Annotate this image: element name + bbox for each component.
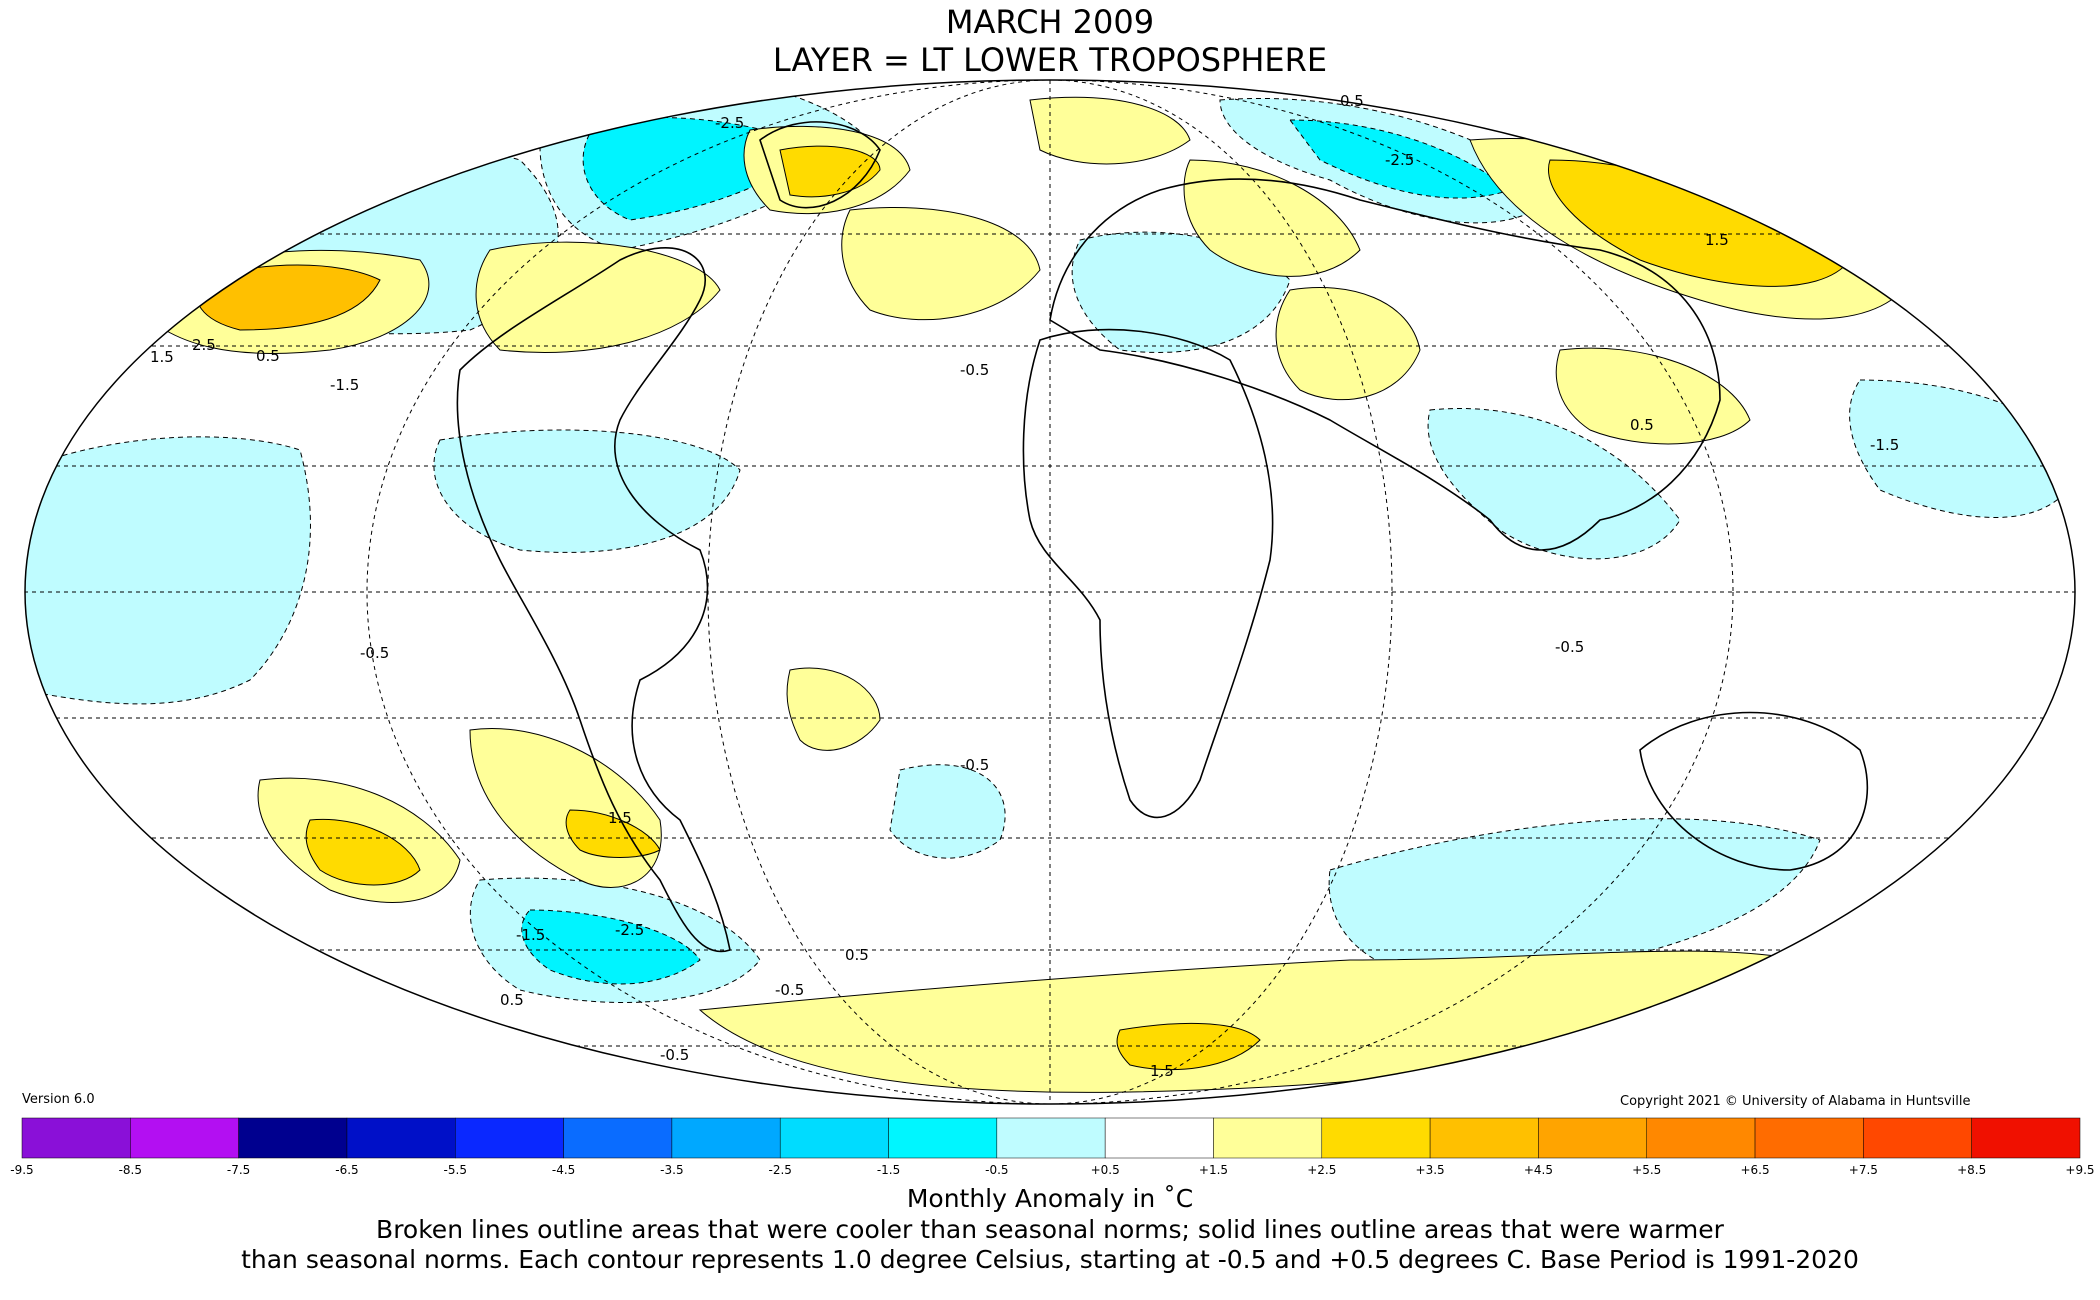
colorbar-tick-label: -3.5: [660, 1163, 683, 1177]
colorbar-tick-label: +2.5: [1307, 1163, 1336, 1177]
warm-region-central-asia: [1275, 287, 1421, 401]
coastlines: [456, 121, 1869, 953]
footer-line-1: Broken lines outline areas that were coo…: [376, 1215, 1724, 1244]
version-label: Version 6.0: [22, 1092, 95, 1107]
warm-region-atlantic-north: [475, 241, 721, 353]
contour-label: -1.5: [1870, 436, 1899, 454]
colorbar-swatch: [21, 1117, 131, 1159]
contour-label: -0.5: [775, 981, 804, 999]
colorbar-swatch: [671, 1117, 781, 1159]
contour-label: -0.5: [660, 1046, 689, 1064]
colorbar-swatch: [888, 1117, 998, 1159]
colorbar-ticks: -9.5 -8.5 -7.5 -6.5 -5.5 -4.5 -3.5 -2.5 -1.5 -0.5…: [10, 1163, 2094, 1177]
colorbar-swatch: [1971, 1117, 2081, 1159]
colorbar-tick-label: -9.5: [10, 1163, 33, 1177]
colorbar-tick-label: +8.5: [1957, 1163, 1986, 1177]
contour-label: -0.5: [960, 756, 989, 774]
warm-core-south-pacific: [305, 818, 421, 886]
colorbar-swatch: [1213, 1117, 1323, 1159]
colorbar-swatch: [1321, 1117, 1431, 1159]
warm-region-europe-north: [1029, 96, 1191, 165]
cool-region-atlantic-mid: [433, 429, 741, 553]
contour-label: 0.5: [1630, 416, 1654, 434]
contour-label: 0.5: [256, 347, 280, 365]
cool-region-pacific: [25, 436, 311, 705]
colorbar-title: Monthly Anomaly in ˚C: [906, 1184, 1194, 1213]
colorbar-tick-label: -1.5: [877, 1163, 900, 1177]
contour-label: -0.5: [360, 644, 389, 662]
cool-region-south-atlantic: [889, 764, 1006, 859]
colorbar-swatch: [238, 1117, 348, 1159]
colorbar-swatch: [130, 1117, 239, 1159]
map-title: MARCH 2009: [945, 3, 1155, 41]
colorbar-tick-label: -2.5: [768, 1163, 791, 1177]
map-border: [24, 79, 2076, 1105]
colorbar-swatch: [563, 1117, 673, 1159]
contour-label: -2.5: [715, 114, 744, 132]
colorbar-tick-label: +9.5: [2065, 1163, 2094, 1177]
warm-core-pacific-north: [195, 264, 381, 331]
contour-label: 1.5: [608, 809, 632, 827]
colorbar-tick-label: +3.5: [1416, 1163, 1445, 1177]
colorbar-swatch: [346, 1117, 456, 1159]
colorbar-tick-label: -6.5: [335, 1163, 358, 1177]
cool-region-indian-ocean: [1328, 818, 1821, 982]
cool-core-south-pacific: [521, 909, 701, 985]
contour-label: 0.5: [500, 991, 524, 1009]
colorbar-swatch: [1863, 1117, 1972, 1159]
contour-label: 0.5: [845, 946, 869, 964]
contour-label: -0.5: [1555, 638, 1584, 656]
colorbar-tick-label: -4.5: [552, 1163, 575, 1177]
warm-region-scandinavia: [1183, 159, 1361, 277]
warm-region-east-asia: [1555, 347, 1751, 445]
contour-label: 1.5: [150, 348, 174, 366]
colorbar-tick-label: -5.5: [444, 1163, 467, 1177]
colorbar-tick-label: -0.5: [985, 1163, 1008, 1177]
colorbar-swatch: [455, 1117, 564, 1159]
warm-region-brazil: [786, 667, 881, 751]
colorbar-tick-label: +1.5: [1199, 1163, 1228, 1177]
colorbar-tick-label: +7.5: [1849, 1163, 1878, 1177]
map-subtitle: LAYER = LT LOWER TROPOSPHERE: [772, 41, 1328, 79]
warm-core-antarctic: [1116, 1022, 1261, 1071]
colorbar-tick-label: -8.5: [119, 1163, 142, 1177]
colorbar-swatches: [21, 1117, 2081, 1159]
contour-label: 1.5: [1150, 1062, 1174, 1080]
contour-label: -1.5: [516, 926, 545, 944]
colorbar-tick-label: +0.5: [1091, 1163, 1120, 1177]
colorbar-tick-label: +4.5: [1524, 1163, 1553, 1177]
colorbar-swatch: [779, 1117, 889, 1159]
colorbar-swatch: [1429, 1117, 1539, 1159]
copyright-label: Copyright 2021 © University of Alabama i…: [1620, 1094, 1971, 1109]
contour-label-group: 0.5 -0.5 -1.5 -2.5 1.5 2.5 0.5 -0.5 -1.5…: [150, 92, 1899, 1080]
colorbar-swatch: [1538, 1117, 1647, 1159]
colorbar-tick-label: +6.5: [1740, 1163, 1769, 1177]
colorbar-swatch: [1646, 1117, 1756, 1159]
contour-label: -2.5: [615, 921, 644, 939]
footer-line-2: than seasonal norms. Each contour repres…: [241, 1245, 1859, 1274]
warm-region-atlantic-east: [841, 207, 1041, 321]
colorbar-swatch: [1104, 1117, 1214, 1159]
contour-label: -1.5: [330, 376, 359, 394]
contour-label: 2.5: [192, 336, 216, 354]
warm-core-greenland: [779, 145, 881, 198]
colorbar-tick-label: +5.5: [1632, 1163, 1661, 1177]
contour-label: 1.5: [1705, 231, 1729, 249]
contour-label: -0.5: [960, 361, 989, 379]
graticule: [25, 80, 2075, 1104]
contour-label: 0.5: [1340, 92, 1364, 110]
colorbar-swatch: [1754, 1117, 1864, 1159]
colorbar-swatch: [996, 1117, 1106, 1159]
colorbar-tick-label: -7.5: [227, 1163, 250, 1177]
contour-label: -2.5: [1385, 151, 1414, 169]
